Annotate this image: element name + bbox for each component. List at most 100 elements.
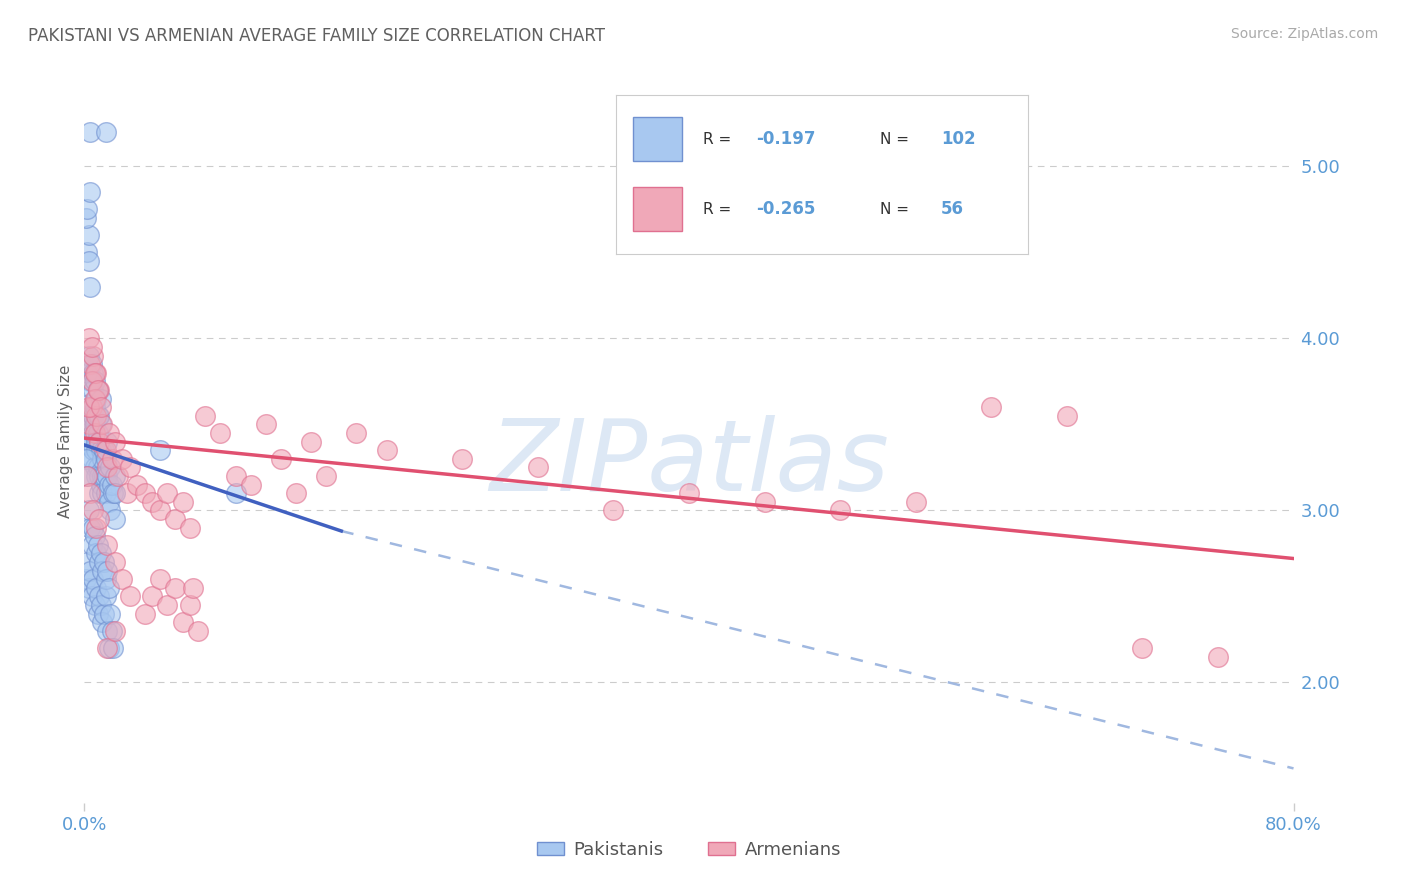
Point (76, 555, 98, 569)
Point (101, 486, 124, 500)
Point (270, 451, 292, 466)
Point (89, 434, 111, 449)
Point (82, 572, 104, 586)
Point (98, 607, 121, 621)
Point (89, 512, 111, 526)
Point (285, 486, 308, 500)
Point (91, 564, 114, 578)
Point (118, 460, 141, 475)
Point (225, 469, 247, 483)
Point (77, 397, 100, 411)
Point (225, 486, 247, 500)
Point (80, 357, 103, 371)
Point (1206, 649, 1229, 664)
Point (315, 469, 337, 483)
Point (79, 185, 101, 199)
Point (79, 564, 101, 578)
Point (90, 546, 112, 560)
Point (93, 555, 115, 569)
Point (830, 503, 852, 517)
Point (76, 469, 98, 483)
Point (90, 477, 112, 491)
Point (75, 572, 97, 586)
Point (111, 451, 134, 466)
Point (82, 443, 104, 458)
Point (79, 409, 101, 423)
Point (96, 538, 118, 552)
Point (86, 434, 108, 449)
Point (84, 375, 107, 389)
Text: Source: ZipAtlas.com: Source: ZipAtlas.com (1230, 27, 1378, 41)
Point (346, 425, 368, 440)
Point (172, 495, 194, 509)
Point (82, 349, 104, 363)
Point (80, 375, 103, 389)
Point (87, 425, 110, 440)
Point (104, 555, 127, 569)
Point (80, 451, 103, 466)
Point (84, 392, 107, 406)
Point (77, 253, 100, 268)
Point (93, 469, 115, 483)
Point (194, 409, 217, 423)
Point (104, 434, 127, 449)
Point (77, 228, 100, 243)
Point (76, 469, 98, 483)
Point (94, 590, 117, 604)
Point (91, 417, 114, 432)
Point (77, 503, 100, 517)
Point (77, 581, 100, 595)
Point (94, 486, 117, 500)
Point (104, 512, 127, 526)
Point (91, 469, 114, 483)
Point (1056, 409, 1078, 423)
Point (104, 486, 127, 500)
Point (96, 434, 118, 449)
Point (156, 486, 179, 500)
Point (134, 486, 156, 500)
Point (754, 495, 776, 509)
Point (100, 451, 122, 466)
Point (115, 486, 138, 500)
Point (79, 434, 101, 449)
Point (94, 125, 117, 139)
Point (1130, 640, 1153, 655)
Point (75, 211, 97, 225)
Point (89, 486, 111, 500)
Point (980, 400, 1002, 414)
Point (90, 598, 112, 612)
Point (87, 383, 110, 397)
Point (96, 469, 118, 483)
Point (149, 503, 172, 517)
Point (97, 425, 120, 440)
Point (96, 460, 118, 475)
Point (84, 529, 107, 543)
Point (97, 581, 120, 595)
Point (80, 538, 103, 552)
Point (87, 460, 110, 475)
Point (87, 607, 110, 621)
Point (90, 417, 112, 432)
Point (79, 520, 101, 534)
Point (209, 425, 232, 440)
Point (79, 279, 101, 293)
Point (91, 451, 114, 466)
Point (527, 460, 550, 475)
Y-axis label: Average Family Size: Average Family Size (58, 365, 73, 518)
Point (156, 598, 179, 612)
Point (165, 512, 187, 526)
Point (111, 572, 134, 586)
Point (375, 443, 398, 458)
Point (96, 640, 118, 655)
Point (82, 520, 104, 534)
Point (96, 624, 118, 638)
Point (239, 477, 262, 491)
Point (84, 417, 107, 432)
Point (86, 469, 108, 483)
Point (82, 425, 104, 440)
Point (101, 640, 124, 655)
Point (94, 451, 117, 466)
Point (80, 340, 103, 354)
Point (89, 409, 111, 423)
Point (84, 598, 107, 612)
